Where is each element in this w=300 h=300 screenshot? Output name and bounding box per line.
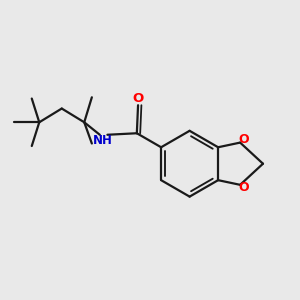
Text: NH: NH [93, 134, 113, 147]
Text: O: O [133, 92, 144, 105]
Text: O: O [239, 133, 249, 146]
Text: O: O [239, 182, 249, 194]
